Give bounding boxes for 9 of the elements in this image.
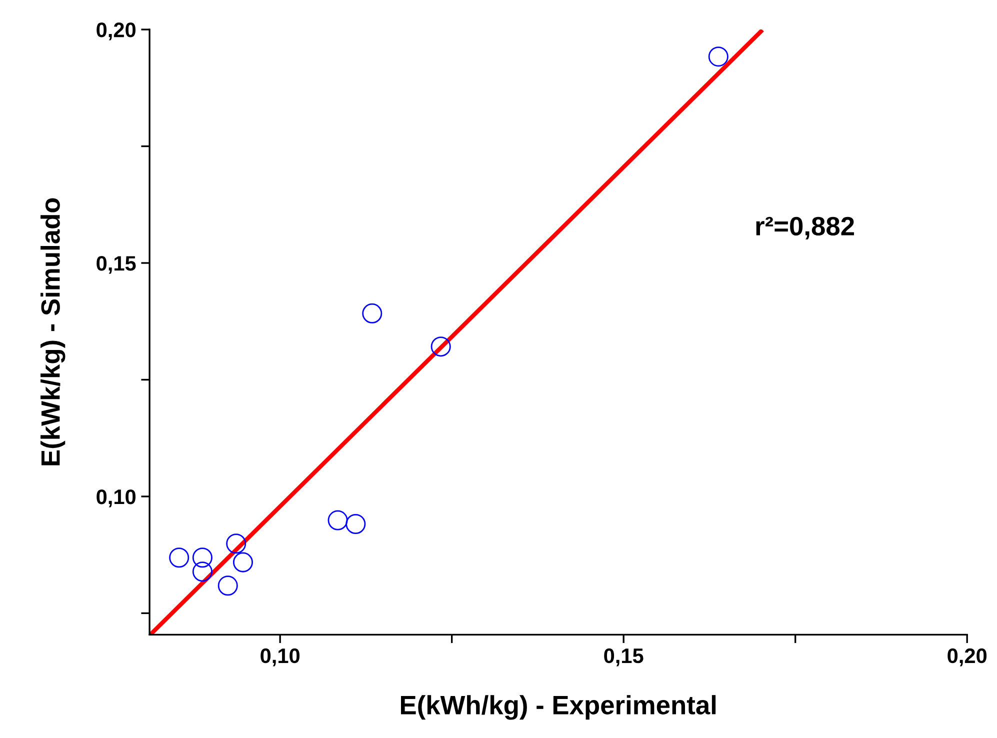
x-axis-title: E(kWh/kg) - Experimental [401, 695, 716, 720]
annotation: r²=0,882 [756, 216, 854, 240]
x-tick-label: 0,10 [260, 648, 300, 666]
y-axis-title: E(kWk/kg) - Simulado [40, 198, 66, 466]
y-tick-label: 0,10 [96, 489, 136, 508]
x-tick-label: 0,20 [948, 648, 987, 666]
y-tick-label: 0,15 [96, 256, 136, 274]
y-tick-label: 0,20 [96, 22, 136, 40]
x-tick-label: 0,15 [604, 648, 644, 666]
